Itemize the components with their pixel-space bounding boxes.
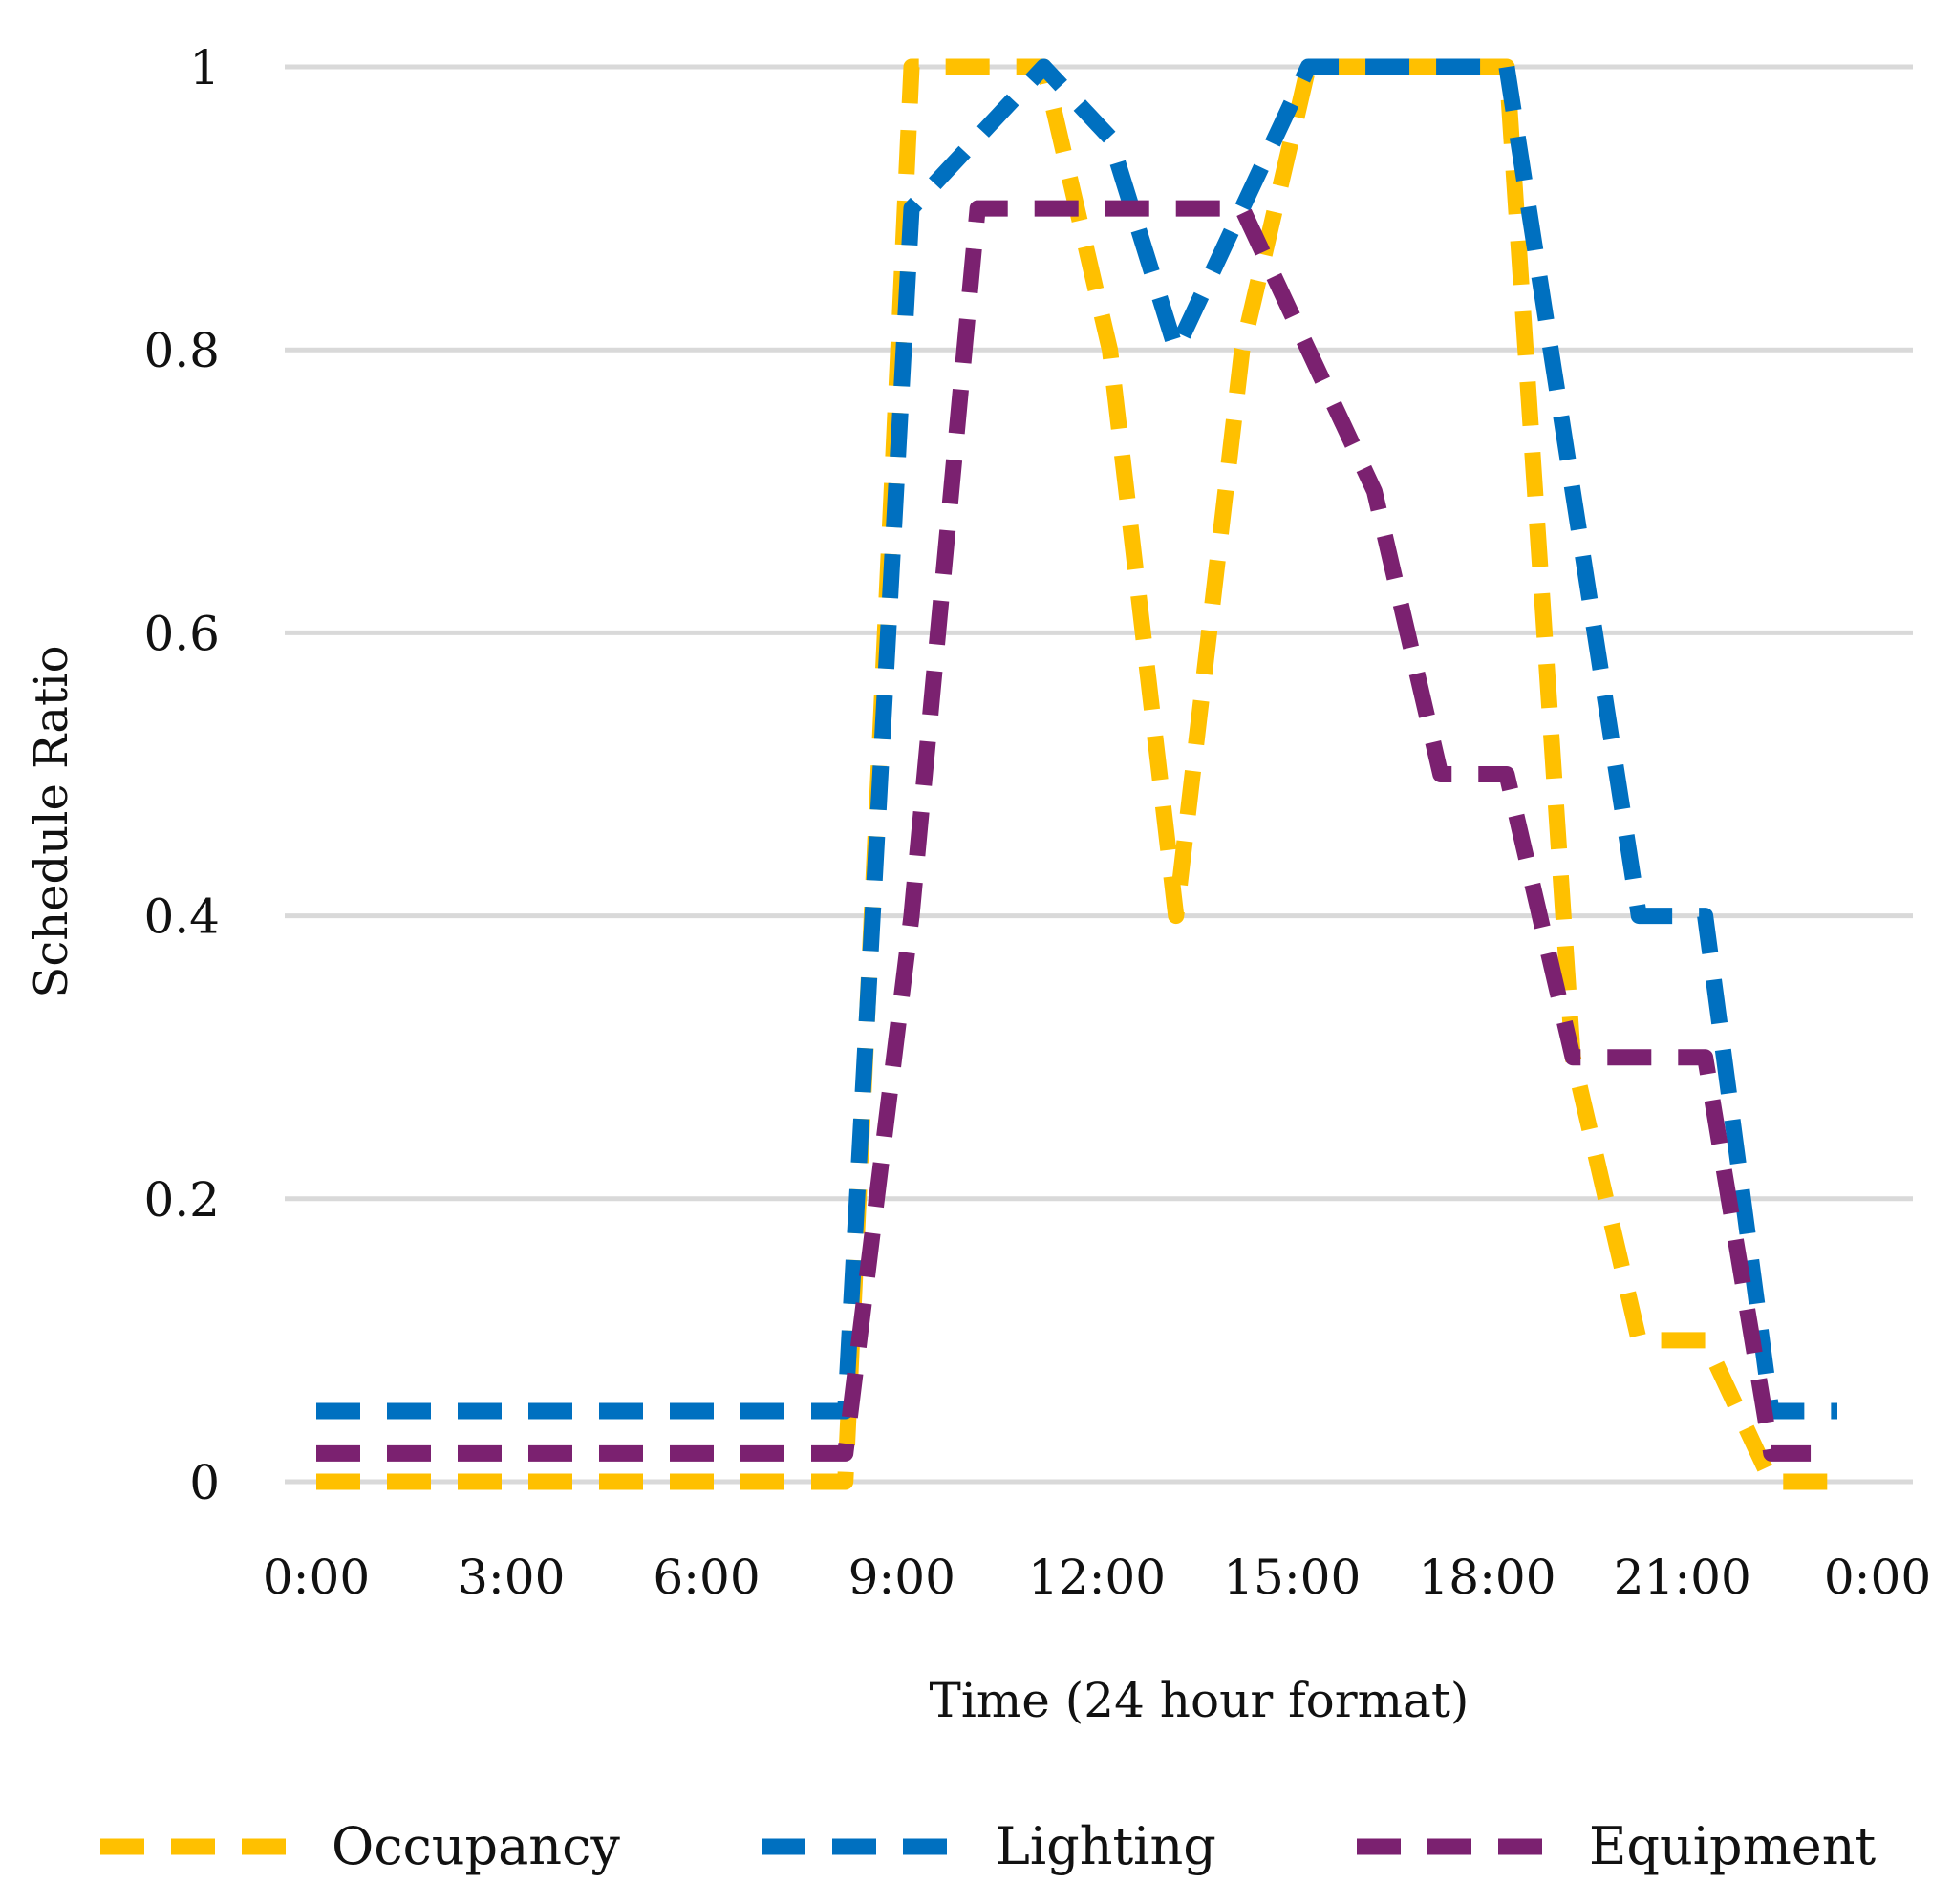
x-tick-label: 21:00 (1614, 1550, 1751, 1605)
y-axis-label: Schedule Ratio (25, 645, 78, 997)
y-tick-label: 0.4 (143, 889, 220, 945)
x-axis-ticks: 0:00 3:00 6:00 9:00 12:00 15:00 18:00 21:00 0:00 (263, 1550, 1931, 1605)
legend-label-lighting: Lighting (996, 1816, 1216, 1876)
x-tick-label: 18:00 (1418, 1550, 1556, 1605)
y-tick-label: 0.2 (143, 1172, 220, 1228)
legend-label-occupancy: Occupancy (332, 1816, 620, 1876)
series-lines (315, 58, 1838, 1490)
series-line-equipment (316, 200, 1837, 1462)
x-tick-label: 15:00 (1223, 1550, 1361, 1605)
y-tick-label: 1 (189, 40, 220, 96)
x-tick-label: 0:00 (1824, 1550, 1931, 1605)
x-tick-label: 6:00 (653, 1550, 760, 1605)
legend: Occupancy Lighting Equipment (100, 1816, 1877, 1876)
x-tick-label: 3:00 (458, 1550, 565, 1605)
y-tick-label: 0 (189, 1455, 220, 1510)
x-tick-label: 9:00 (848, 1550, 955, 1605)
x-axis-label: Time (24 hour format) (930, 1673, 1470, 1728)
y-axis-ticks: 0 0.2 0.4 0.6 0.8 1 (143, 40, 220, 1510)
x-tick-label: 0:00 (263, 1550, 370, 1605)
series-line-lighting (316, 58, 1837, 1420)
y-tick-label: 0.6 (143, 606, 220, 661)
x-tick-label: 12:00 (1028, 1550, 1166, 1605)
y-tick-label: 0.8 (143, 323, 220, 378)
legend-label-equipment: Equipment (1589, 1816, 1877, 1876)
grid-lines (285, 64, 1913, 1485)
